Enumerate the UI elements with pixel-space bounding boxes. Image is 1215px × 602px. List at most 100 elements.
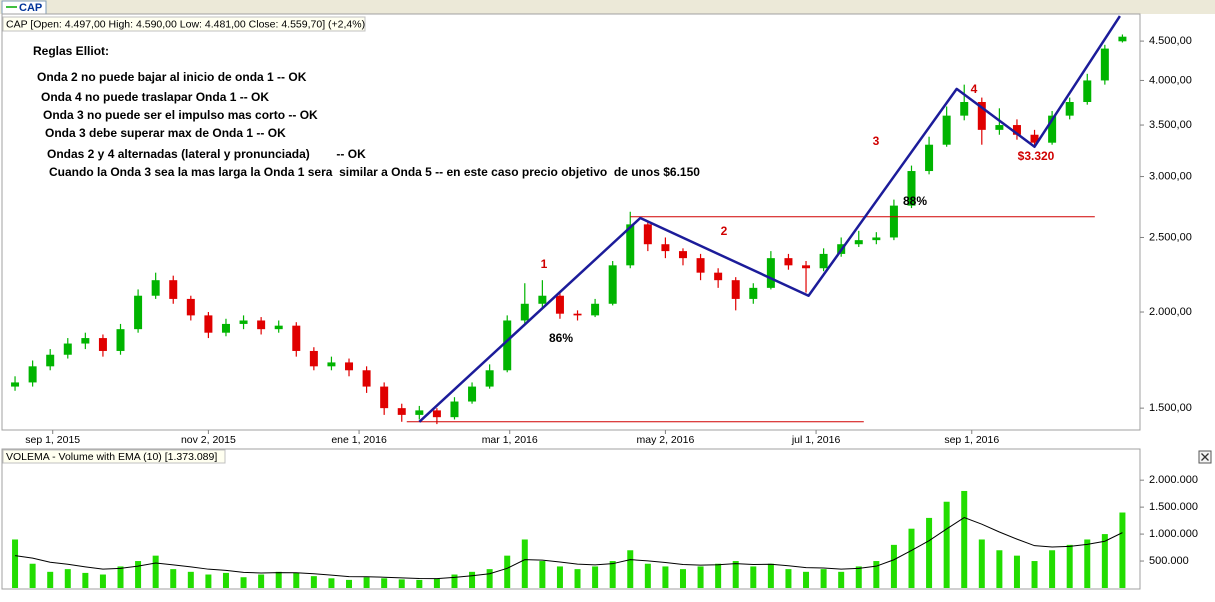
volume-bar bbox=[47, 571, 54, 588]
candle-body bbox=[1012, 125, 1021, 135]
volume-bar bbox=[961, 490, 968, 588]
volume-bar bbox=[275, 571, 282, 588]
close-icon[interactable] bbox=[1201, 453, 1209, 461]
candle-body bbox=[151, 280, 160, 296]
candle-body bbox=[977, 102, 986, 130]
candle-body bbox=[186, 298, 195, 316]
volume-bar bbox=[556, 566, 563, 588]
candle-body bbox=[11, 382, 20, 387]
volume-bar bbox=[82, 572, 89, 588]
x-tick-label: jul 1, 2016 bbox=[791, 434, 841, 446]
volume-bar bbox=[662, 566, 669, 588]
volume-bar bbox=[64, 569, 71, 588]
candle-body bbox=[960, 102, 969, 116]
annotation: $3.320 bbox=[1018, 149, 1055, 163]
volume-bar bbox=[644, 563, 651, 588]
notes-title: Reglas Elliot: bbox=[33, 44, 109, 58]
volume-bar bbox=[1031, 561, 1038, 588]
candle-body bbox=[995, 125, 1004, 130]
candle-body bbox=[169, 280, 178, 299]
candle-body bbox=[626, 224, 635, 266]
volume-bar bbox=[855, 566, 862, 588]
candle-body bbox=[239, 320, 248, 324]
candle-body bbox=[643, 224, 652, 245]
volume-bar bbox=[152, 555, 159, 588]
volume-bar bbox=[29, 563, 36, 588]
volume-bar bbox=[170, 569, 177, 588]
y-tick-label: 500.000 bbox=[1149, 555, 1189, 567]
tab-bar bbox=[0, 0, 1215, 14]
x-tick-label: nov 2, 2015 bbox=[181, 434, 236, 446]
candle-body bbox=[591, 303, 600, 316]
x-tick-label: mar 1, 2016 bbox=[482, 434, 538, 446]
candle-body bbox=[819, 253, 828, 269]
volume-bar bbox=[12, 539, 19, 588]
candle-body bbox=[1065, 102, 1074, 116]
volume-bar bbox=[803, 571, 810, 588]
candle-body bbox=[362, 370, 371, 387]
notes-line: Onda 4 no puede traslapar Onda 1 -- OK bbox=[41, 90, 269, 104]
volume-bar bbox=[99, 574, 106, 588]
volume-bar bbox=[135, 561, 142, 588]
volume-bar bbox=[539, 561, 546, 588]
candle-body bbox=[573, 313, 582, 316]
volume-bar bbox=[310, 576, 317, 588]
volume-bar bbox=[592, 566, 599, 588]
candle-body bbox=[1100, 48, 1109, 81]
volume-bar bbox=[943, 501, 950, 588]
notes-line: Onda 3 debe superar max de Onda 1 -- OK bbox=[45, 126, 286, 140]
candle-body bbox=[731, 280, 740, 299]
candle-body bbox=[503, 320, 512, 371]
y-tick-label: 4.000,00 bbox=[1149, 74, 1192, 86]
volume-bar bbox=[627, 550, 634, 588]
candle-body bbox=[450, 401, 459, 418]
candle-body bbox=[678, 251, 687, 259]
candle-body bbox=[925, 144, 934, 172]
close-button[interactable] bbox=[1198, 450, 1212, 464]
volume-bar bbox=[1013, 555, 1020, 588]
annotation: 86% bbox=[549, 331, 573, 345]
candle-body bbox=[1083, 80, 1092, 103]
candle-body bbox=[274, 325, 283, 330]
volume-bar bbox=[785, 569, 792, 588]
volume-bar bbox=[697, 566, 704, 588]
candle-body bbox=[63, 343, 72, 355]
volume-bar bbox=[451, 574, 458, 588]
volume-bar bbox=[381, 578, 388, 588]
candle-body bbox=[802, 265, 811, 269]
volume-bar bbox=[222, 572, 229, 588]
candle-body bbox=[1048, 115, 1057, 143]
volume-bar bbox=[873, 561, 880, 588]
y-tick-label: 3.000,00 bbox=[1149, 170, 1192, 182]
annotation: 3 bbox=[873, 134, 880, 148]
x-tick-label: sep 1, 2015 bbox=[25, 434, 80, 446]
volume-bar bbox=[1066, 544, 1073, 588]
volume-bar bbox=[293, 572, 300, 588]
candle-body bbox=[784, 258, 793, 266]
annotation: 88% bbox=[903, 194, 927, 208]
volume-bar bbox=[996, 550, 1003, 588]
volume-bar bbox=[117, 566, 124, 588]
candle-body bbox=[696, 258, 705, 273]
candle-body bbox=[98, 338, 107, 351]
candle-body bbox=[309, 350, 318, 367]
x-tick-label: ene 1, 2016 bbox=[331, 434, 387, 446]
volume-bar bbox=[838, 571, 845, 588]
candle-body bbox=[397, 408, 406, 415]
x-tick-label: sep 1, 2016 bbox=[944, 434, 999, 446]
candle-body bbox=[661, 244, 670, 252]
y-tick-label: 1.000.000 bbox=[1149, 528, 1198, 540]
volume-bar bbox=[328, 578, 335, 588]
candle-body bbox=[345, 362, 354, 371]
candle-body bbox=[46, 354, 55, 367]
candle-body bbox=[327, 362, 336, 367]
tab-label[interactable]: CAP bbox=[19, 2, 42, 14]
volume-bar bbox=[1119, 512, 1126, 588]
candle-body bbox=[520, 303, 529, 321]
y-tick-label: 1.500,00 bbox=[1149, 402, 1192, 414]
candle-body bbox=[1030, 134, 1039, 143]
candles bbox=[11, 34, 1127, 425]
